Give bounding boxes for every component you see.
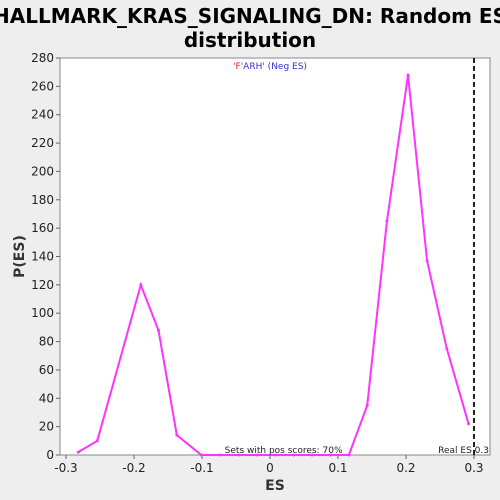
y-tick-label: 240	[31, 108, 54, 122]
data-point	[156, 328, 160, 332]
data-point	[365, 403, 369, 407]
data-point	[292, 453, 296, 457]
data-point	[385, 219, 389, 223]
data-point	[445, 347, 449, 351]
data-point	[310, 453, 314, 457]
data-point	[175, 433, 179, 437]
data-point	[139, 283, 143, 287]
y-tick-label: 140	[31, 250, 54, 264]
data-point	[218, 453, 222, 457]
data-point	[329, 453, 333, 457]
x-tick-label: -0.2	[122, 461, 145, 475]
plot-area	[59, 57, 491, 456]
x-tick-label: 0.1	[328, 461, 347, 475]
series-points	[76, 73, 471, 457]
y-tick-label: 260	[31, 79, 54, 93]
data-point	[76, 450, 80, 454]
svg-text:'F'ARH' (Neg ES): 'F'ARH' (Neg ES)	[233, 62, 307, 72]
x-tick-label: -0.3	[54, 461, 77, 475]
legend-label: ARH' (Neg ES)	[243, 62, 307, 72]
y-tick-label: 280	[31, 51, 54, 65]
data-point	[237, 453, 241, 457]
x-tick-label: 0	[266, 461, 274, 475]
y-tick-label: 180	[31, 193, 54, 207]
y-tick-label: 20	[39, 420, 54, 434]
legend-marker: 'F'	[233, 62, 243, 72]
y-tick-label: 0	[46, 448, 54, 462]
data-point	[95, 439, 99, 443]
data-point	[347, 453, 351, 457]
y-tick-label: 160	[31, 221, 54, 235]
data-point	[255, 453, 259, 457]
y-tick-label: 120	[31, 278, 54, 292]
y-axis: 0 20 40 60 80 100 120 140 160 180 200 220 240 260 280	[31, 51, 60, 462]
y-tick-label: 200	[31, 164, 54, 178]
x-tick-label: -0.1	[190, 461, 213, 475]
y-tick-label: 100	[31, 306, 54, 320]
series-line	[77, 74, 470, 456]
data-point	[273, 453, 277, 457]
y-tick-label: 60	[39, 363, 54, 377]
data-point	[467, 422, 471, 426]
y-tick-label: 80	[39, 335, 54, 349]
y-axis-title: P(ES)	[12, 235, 28, 278]
pos-scores-annotation: Sets with pos scores: 70%	[225, 446, 343, 456]
data-point	[406, 73, 410, 77]
data-point	[425, 259, 429, 263]
real-es-label: Real ES 0.3	[438, 446, 489, 456]
data-point	[199, 453, 203, 457]
y-tick-label: 220	[31, 136, 54, 150]
chart-title-line-1: HALLMARK_KRAS_SIGNALING_DN: Random ES	[0, 4, 500, 28]
legend: 'F'ARH' (Neg ES)	[233, 62, 307, 72]
x-axis: -0.3 -0.2 -0.1 0 0.1 0.2 0.3	[54, 455, 484, 475]
x-axis-title: ES	[265, 478, 285, 494]
x-tick-label: 0.3	[464, 461, 483, 475]
chart-title-line-2: distribution	[184, 28, 316, 52]
y-tick-label: 40	[39, 391, 54, 405]
x-tick-label: 0.2	[396, 461, 415, 475]
